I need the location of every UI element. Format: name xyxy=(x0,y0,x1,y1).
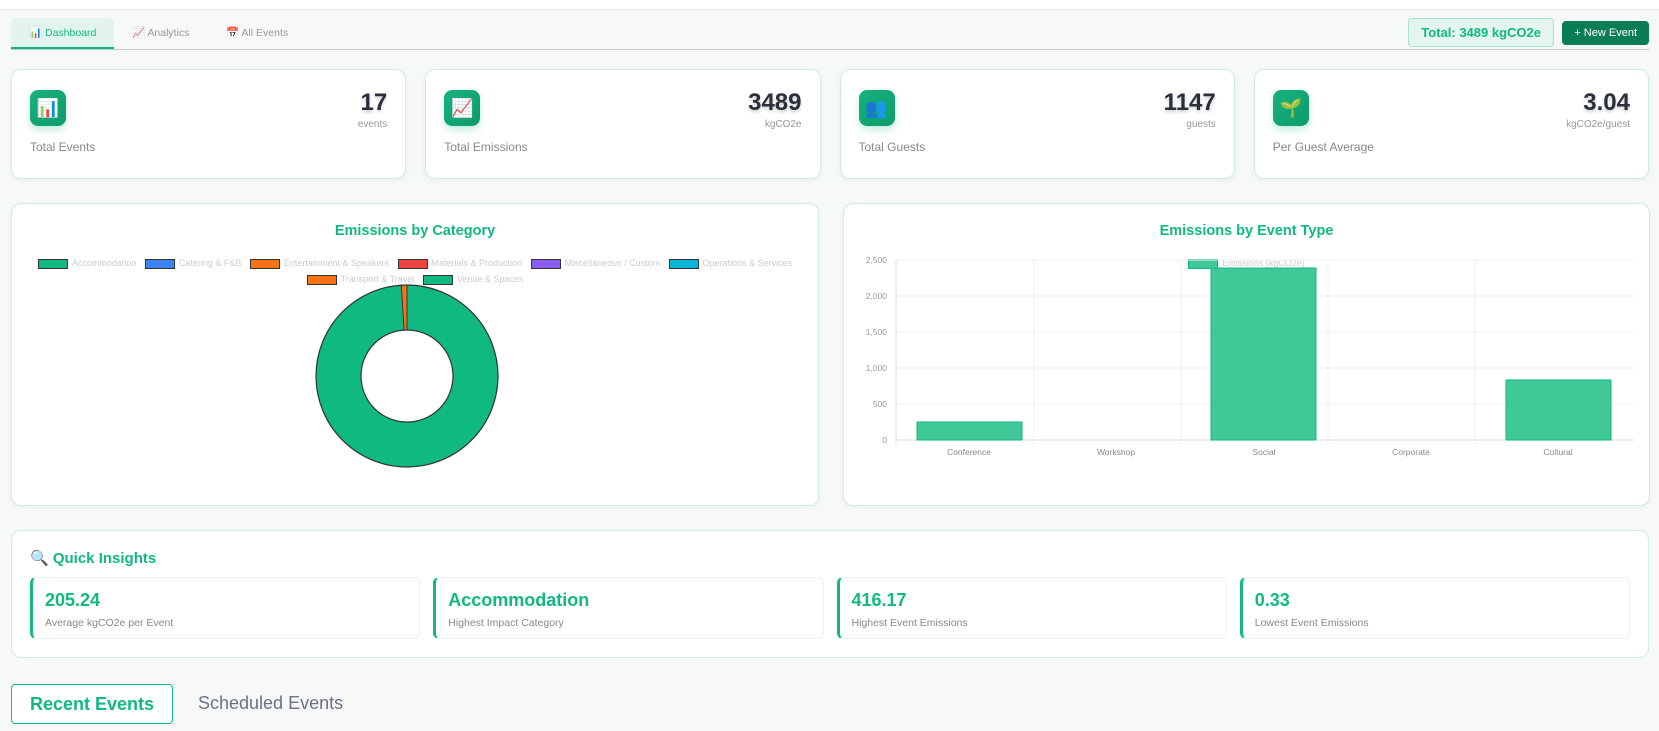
stat-unit: kgCO2e/guest xyxy=(1566,119,1630,130)
svg-text:Corporate: Corporate xyxy=(1392,447,1430,457)
new-event-button[interactable]: + New Event xyxy=(1562,21,1649,45)
insight-label: Highest Impact Category xyxy=(448,617,564,629)
quick-insights-panel: 🔍 Quick Insights 205.24 Average kgCO2e p… xyxy=(11,530,1649,658)
tab-dashboard[interactable]: 📊 Dashboard xyxy=(11,18,115,49)
svg-text:Conference: Conference xyxy=(947,447,991,457)
legend-item[interactable]: Entertainment & Speakers xyxy=(249,255,389,271)
svg-text:0: 0 xyxy=(882,435,887,445)
top-bar xyxy=(0,0,1659,10)
legend-item[interactable]: Operations & Services xyxy=(668,255,792,271)
chart-title: Emissions by Event Type xyxy=(1159,223,1334,239)
insight-card: 0.33 Lowest Event Emissions xyxy=(1239,577,1630,639)
tab-recent-events[interactable]: Recent Events xyxy=(11,684,174,724)
stat-card-total-guests: 👥 1147 guests Total Guests xyxy=(839,69,1235,179)
tab-label: Analytics xyxy=(147,27,190,39)
tab-label: Dashboard xyxy=(45,27,97,39)
svg-text:Workshop: Workshop xyxy=(1097,447,1135,457)
insight-label: Average kgCO2e per Event xyxy=(45,617,174,629)
stat-unit: kgCO2e xyxy=(764,119,802,130)
svg-text:1,500: 1,500 xyxy=(866,327,888,337)
stat-unit: events xyxy=(357,119,388,130)
insight-value: Accommodation xyxy=(448,590,590,610)
insight-value: 0.33 xyxy=(1254,590,1290,610)
event-type-legend: Emissions (kgCO2e) xyxy=(864,255,1629,271)
svg-text:Social: Social xyxy=(1252,447,1275,457)
tab-all-events[interactable]: 📅 All Events xyxy=(208,18,306,49)
tab-scheduled-events[interactable]: Scheduled Events xyxy=(198,693,344,713)
stat-value: 17 xyxy=(360,89,388,116)
legend-item[interactable]: Accommodation xyxy=(37,255,136,271)
line-chart-icon: 📈 xyxy=(444,90,481,126)
svg-text:1,000: 1,000 xyxy=(866,363,888,373)
stat-label: Total Emissions xyxy=(444,140,528,154)
bar-chart-icon: 📊 xyxy=(30,90,66,126)
bar-chart: 0 500 1,000 1,500 2,000 2,500 Conference… xyxy=(866,255,1634,457)
total-emissions-badge: Total: 3489 kgCO2e xyxy=(1408,18,1554,47)
legend-item[interactable]: Miscellaneous / Custom xyxy=(530,255,660,271)
bar-chart-icon: 📊 xyxy=(29,27,43,39)
insight-card: 416.17 Highest Event Emissions xyxy=(836,577,1227,639)
event-type-chart-card: Emissions by Event Type Emissions (kgCO2… xyxy=(843,203,1650,506)
line-chart-icon: 📈 xyxy=(132,27,146,39)
stats-row: 📊 17 events Total Events 📈 3489 kgCO2e T… xyxy=(11,69,1649,179)
insights-title: 🔍 Quick Insights xyxy=(30,550,157,567)
legend-item[interactable]: Materials & Production xyxy=(397,255,522,271)
tab-label: All Events xyxy=(241,27,289,39)
people-icon: 👥 xyxy=(858,90,895,126)
legend-item[interactable]: Venue & Spaces xyxy=(422,271,523,287)
insight-value: 416.17 xyxy=(851,590,907,610)
stat-label: Total Guests xyxy=(858,140,926,154)
category-legend: Accommodation Catering & F&B Entertainme… xyxy=(32,255,798,287)
category-chart-card: Emissions by Category Accommodation Cate… xyxy=(11,203,819,506)
stat-value: 3.04 xyxy=(1583,89,1630,116)
legend-item[interactable]: Emissions (kgCO2e) xyxy=(1188,255,1305,271)
main-nav: 📊 Dashboard 📈 Analytics 📅 All Events Tot… xyxy=(11,18,1649,50)
tab-analytics[interactable]: 📈 Analytics xyxy=(114,18,207,49)
insights-row: 205.24 Average kgCO2e per Event Accommod… xyxy=(30,577,1630,639)
stat-label: Total Events xyxy=(30,140,96,154)
stat-card-per-guest: 🌱 3.04 kgCO2e/guest Per Guest Average xyxy=(1253,69,1649,179)
svg-text:2,500: 2,500 xyxy=(866,255,888,265)
svg-text:2,000: 2,000 xyxy=(866,291,888,301)
seedling-icon: 🌱 xyxy=(1272,90,1309,126)
insight-value: 205.24 xyxy=(45,590,101,610)
stat-value: 3489 xyxy=(748,89,802,116)
doughnut-chart[interactable] xyxy=(312,281,502,471)
calendar-icon: 📅 xyxy=(226,27,240,39)
stat-card-total-emissions: 📈 3489 kgCO2e Total Emissions xyxy=(425,69,821,179)
insight-card: 205.24 Average kgCO2e per Event xyxy=(30,577,421,639)
insight-label: Highest Event Emissions xyxy=(851,617,968,629)
svg-text:Cultural: Cultural xyxy=(1543,447,1572,457)
insight-card: Accommodation Highest Impact Category xyxy=(433,577,824,639)
legend-item[interactable]: Transport & Travel xyxy=(306,271,414,287)
svg-text:500: 500 xyxy=(873,399,887,409)
chart-title: Emissions by Category xyxy=(334,223,496,239)
stat-unit: guests xyxy=(1186,119,1216,130)
stat-value: 1147 xyxy=(1163,89,1216,116)
stat-card-total-events: 📊 17 events Total Events xyxy=(11,69,407,179)
legend-item[interactable]: Catering & F&B xyxy=(144,255,241,271)
stat-label: Per Guest Average xyxy=(1272,140,1374,154)
insight-label: Lowest Event Emissions xyxy=(1254,617,1369,629)
